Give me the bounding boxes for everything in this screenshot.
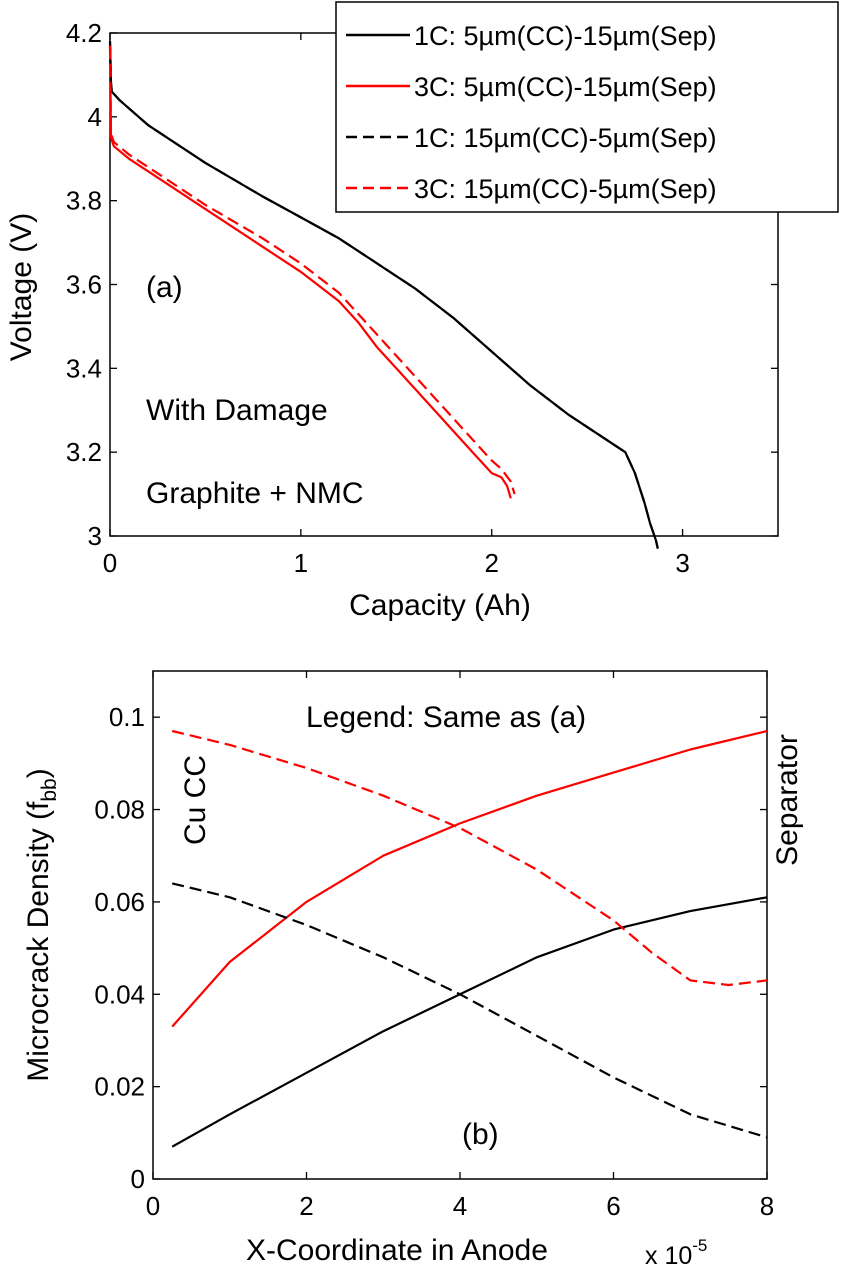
panel-a-y-axis-label: Voltage (V) [5,213,38,361]
panel-a-y-tick-label: 4 [88,102,102,132]
legend: 1C: 5µm(CC)-15µm(Sep) 3C: 5µm(CC)-15µm(Se… [335,1,839,213]
panel-a-x-tick-label: 0 [103,548,117,578]
panel-b-series-1-line [171,896,768,1148]
panel-a-y-tick-label: 3 [88,521,102,551]
panel-b-x-tick-label: 4 [453,1191,467,1221]
x-multiplier-exponent: -5 [692,1236,707,1255]
panel-a-y-tick-label: 3.2 [66,437,102,467]
panel-a-ticks: 0 1 2 3 3 3.2 3.4 3.6 3.8 4 4.2 [66,18,778,578]
panel-b: 0 2 4 6 8 0 0.02 0.04 0.06 0.08 0.1 X-Coordinate i… [22,670,804,1270]
panel-b-y-tick-label: 0.02 [94,1072,145,1102]
panel-b-label: (b) [462,1118,499,1151]
panel-b-y-axis-label: Microcrack Density (fbb) [22,768,61,1081]
panel-b-y-tick-label: 0.06 [94,887,145,917]
annotation-with-damage: With Damage [146,394,328,427]
annotation-separator: Separator [771,734,804,866]
panel-b-y-tick-label: 0.04 [94,979,145,1009]
panel-b-y-tick-label: 0 [131,1164,145,1194]
y-label-end: ) [22,768,55,778]
panel-b-x-tick-label: 2 [299,1191,313,1221]
panel-b-x-tick-label: 8 [760,1191,774,1221]
legend-label-3: 1C: 15µm(CC)-5µm(Sep) [414,123,717,153]
panel-a-series-2-line [108,45,512,499]
panel-a-series [108,41,659,549]
panel-b-series-4-line [171,729,768,987]
panel-b-y-tick-label: 0.1 [109,702,145,732]
panel-b-ticks: 0 2 4 6 8 0 0.02 0.04 0.06 0.08 0.1 [94,671,774,1221]
legend-box [335,1,839,213]
panel-a-y-tick-label: 3.4 [66,353,102,383]
panel-b-series-3-line [171,882,768,1139]
panel-b-series-2-line [171,729,768,1028]
panel-a-x-tick-label: 3 [675,548,689,578]
legend-label-2: 3C: 5µm(CC)-15µm(Sep) [414,72,717,102]
panel-b-series [171,729,768,1148]
panel-b-y-tick-label: 0.08 [94,795,145,825]
panel-a-x-tick-label: 1 [294,548,308,578]
panel-b-x-axis-label: X-Coordinate in Anode [246,1234,548,1267]
panel-a-y-tick-label: 4.2 [66,18,102,48]
panel-a-label: (a) [146,271,183,304]
panel-a-y-tick-label: 3.8 [66,186,102,216]
legend-items: 1C: 5µm(CC)-15µm(Sep) 3C: 5µm(CC)-15µm(Se… [346,21,717,204]
legend-label-4: 3C: 15µm(CC)-5µm(Sep) [414,174,717,204]
panel-b-x-tick-label: 6 [606,1191,620,1221]
y-label-subscript: bb [38,778,61,801]
panel-a-y-tick-label: 3.6 [66,270,102,300]
x-multiplier-base: x 10 [645,1242,692,1270]
panel-a-series-3-line [108,41,659,549]
y-label-main: Microcrack Density (f [22,801,55,1082]
panel-b-x-multiplier: x 10-5 [645,1236,707,1270]
panel-a: 0 1 2 3 3 3.2 3.4 3.6 3.8 4 4.2 Capacity (Ah) Volt… [5,1,839,622]
annotation-legend-same: Legend: Same as (a) [306,701,586,734]
legend-label-1: 1C: 5µm(CC)-15µm(Sep) [414,21,717,51]
panel-a-x-axis-label: Capacity (Ah) [349,589,531,622]
panel-b-x-tick-label: 0 [146,1191,160,1221]
annotation-graphite-nmc: Graphite + NMC [146,477,364,510]
annotation-cu-cc: Cu CC [179,755,212,845]
panel-a-x-tick-label: 2 [484,548,498,578]
panel-b-axes-box [152,670,768,1180]
